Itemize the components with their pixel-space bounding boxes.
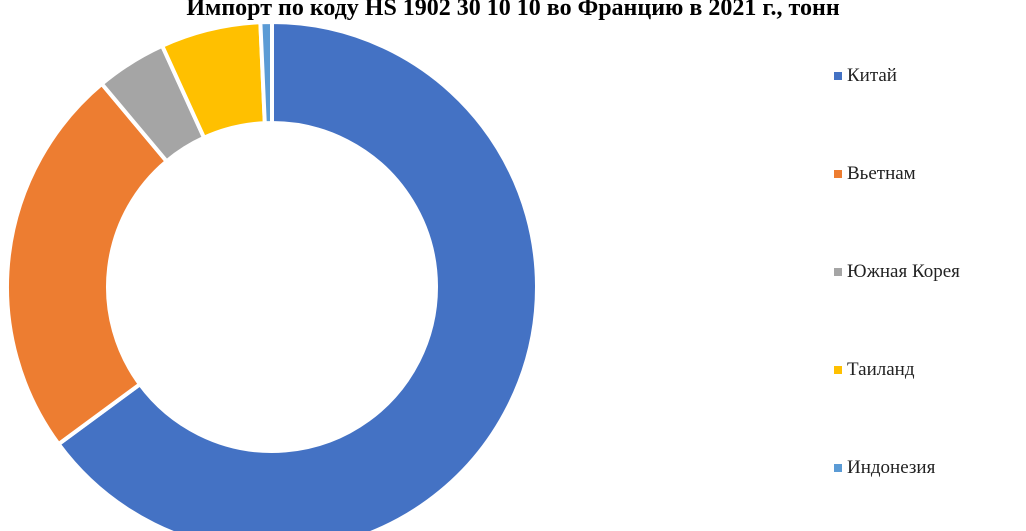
donut-slice-2	[5, 81, 170, 447]
chart-title: Импорт по коду HS 1902 30 10 10 во Франц…	[186, 0, 840, 21]
legend-label: Вьетнам	[847, 163, 916, 184]
legend-swatch	[834, 464, 842, 472]
legend-swatch	[834, 170, 842, 178]
legend-label: Китай	[847, 65, 897, 86]
legend-item: Вьетнам	[834, 162, 916, 186]
legend-label: Индонезия	[847, 457, 936, 478]
legend-item: Таиланд	[834, 358, 914, 382]
legend-item: Южная Корея	[834, 260, 960, 284]
legend-label: Таиланд	[847, 359, 915, 380]
legend-swatch	[834, 268, 842, 276]
legend-swatch	[834, 72, 842, 80]
donut-chart	[5, 19, 539, 531]
legend-label: Южная Корея	[847, 261, 960, 282]
donut-slice-5	[258, 19, 274, 126]
legend-swatch	[834, 366, 842, 374]
legend-item: Китай	[834, 64, 897, 88]
donut-slice-1	[55, 19, 539, 531]
legend-item: Индонезия	[834, 456, 935, 480]
